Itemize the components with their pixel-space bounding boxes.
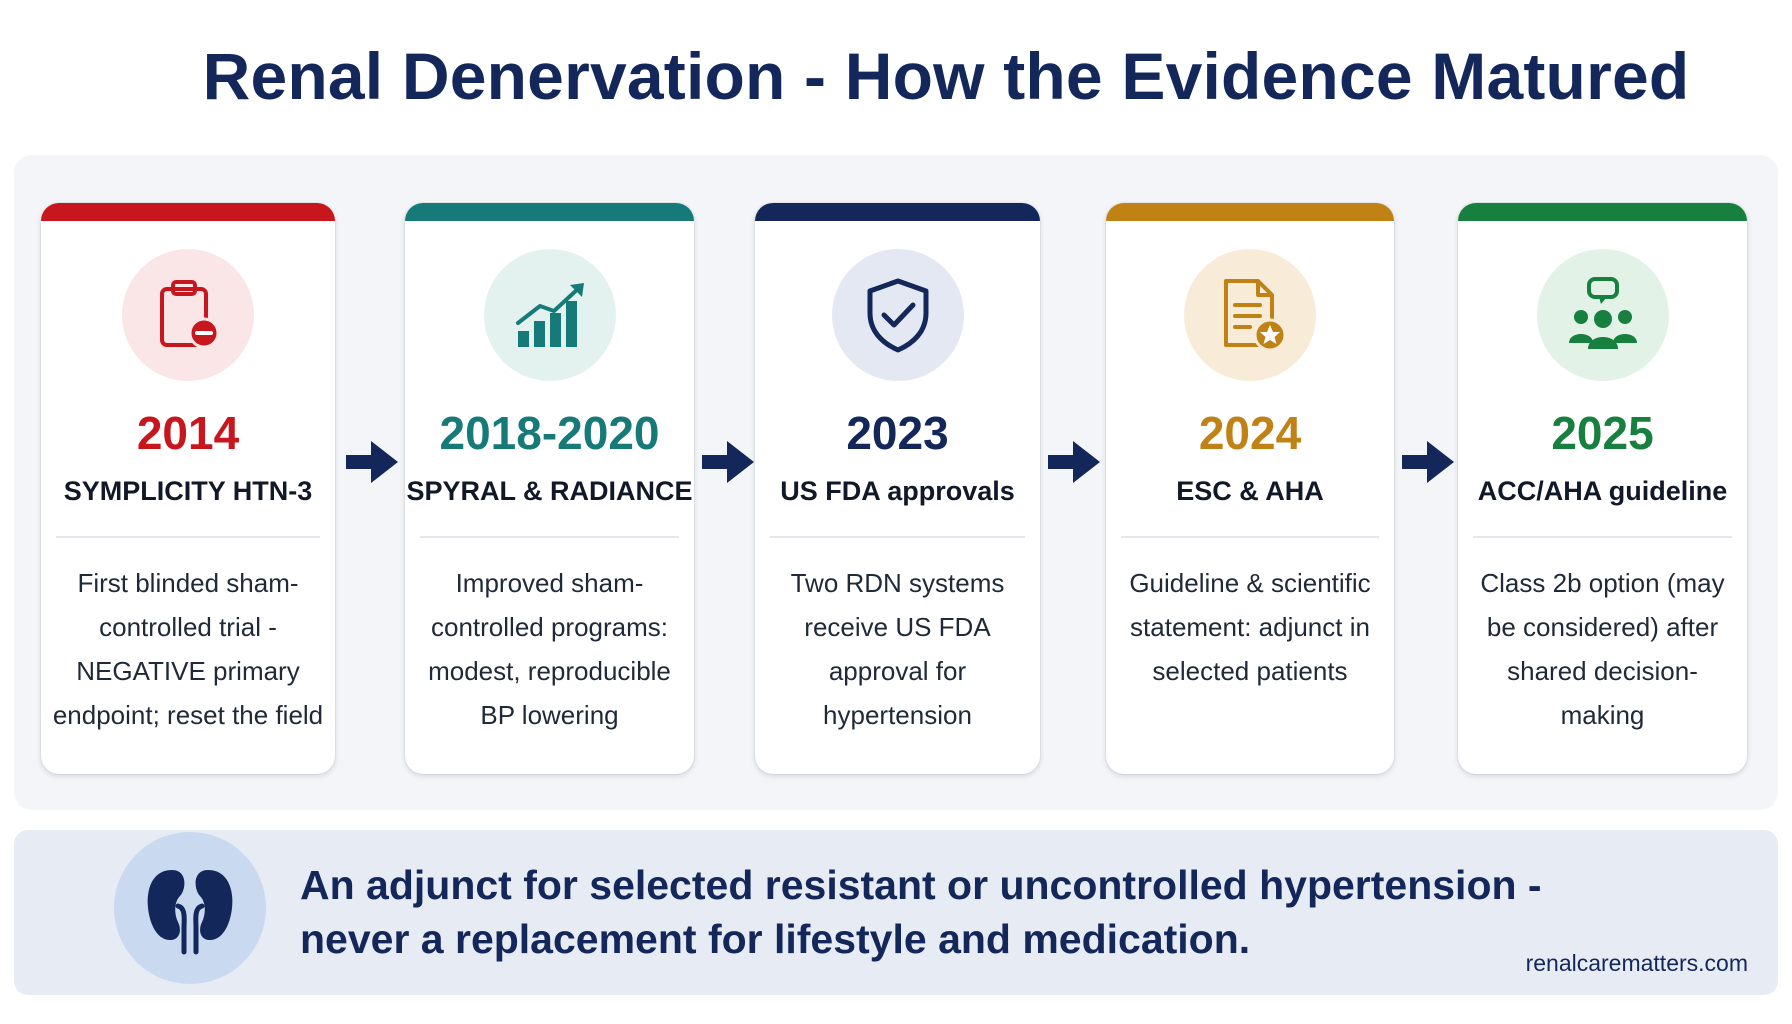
card-divider [1121,536,1379,538]
card-divider [1473,536,1732,538]
milestone-description: Two RDN systems receive US FDA approval … [790,568,1005,730]
milestone-description: Improved sham-controlled programs: modes… [428,568,671,730]
milestone-name: ESC & AHA [1176,476,1324,506]
footer-banner [14,830,1778,995]
milestone-card-2014: 2014 SYMPLICITY HTN-3 First blinded sham… [41,203,335,774]
card-divider [56,536,320,538]
milestone-name: US FDA approvals [780,476,1015,506]
milestone-card-2018-2020: 2018-2020 SPYRAL & RADIANCE Improved sha… [405,203,694,774]
milestone-year: 2025 [1551,407,1654,459]
card-accent-bar [1106,203,1394,221]
key-message: An adjunct for selected resistant or unc… [300,862,1542,962]
card-accent-bar [755,203,1040,221]
milestone-card-2023: 2023 US FDA approvals Two RDN systems re… [755,203,1040,774]
milestone-name: SPYRAL & RADIANCE [406,476,693,506]
chart-growth-icon [483,249,616,381]
card-accent-bar [1458,203,1747,221]
milestone-description: First blinded sham-controlled trial - NE… [52,568,324,730]
milestone-description: Class 2b option (may be considered) afte… [1480,568,1725,730]
milestone-year: 2018-2020 [439,407,660,459]
milestone-card-2025: 2025 ACC/AHA guideline Class 2b option (… [1458,203,1747,774]
page-title: Renal Denervation - How the Evidence Mat… [202,39,1690,113]
milestone-name: SYMPLICITY HTN-3 [63,476,313,506]
milestone-year: 2024 [1198,407,1302,459]
card-accent-bar [405,203,694,221]
clipboard-minus-icon [122,249,254,381]
document-star-icon [1184,249,1316,381]
milestone-card-2024: 2024 ESC & AHA Guideline & scientific st… [1106,203,1394,774]
card-accent-bar [41,203,335,221]
arrow-right-icon [702,441,754,483]
kidneys-icon [114,832,266,984]
milestone-description: Guideline & scientific statement: adjunc… [1129,568,1371,686]
card-divider [420,536,679,538]
website-link[interactable]: renalcarematters.com [1525,950,1748,976]
shield-check-icon [831,249,964,381]
arrow-right-icon [1048,441,1100,483]
group-chat-icon [1536,249,1669,381]
milestone-year: 2023 [846,407,949,459]
milestone-year: 2014 [136,407,240,459]
card-divider [770,536,1025,538]
milestone-name: ACC/AHA guideline [1477,476,1728,506]
arrow-right-icon [1402,441,1454,483]
arrow-right-icon [346,441,398,483]
